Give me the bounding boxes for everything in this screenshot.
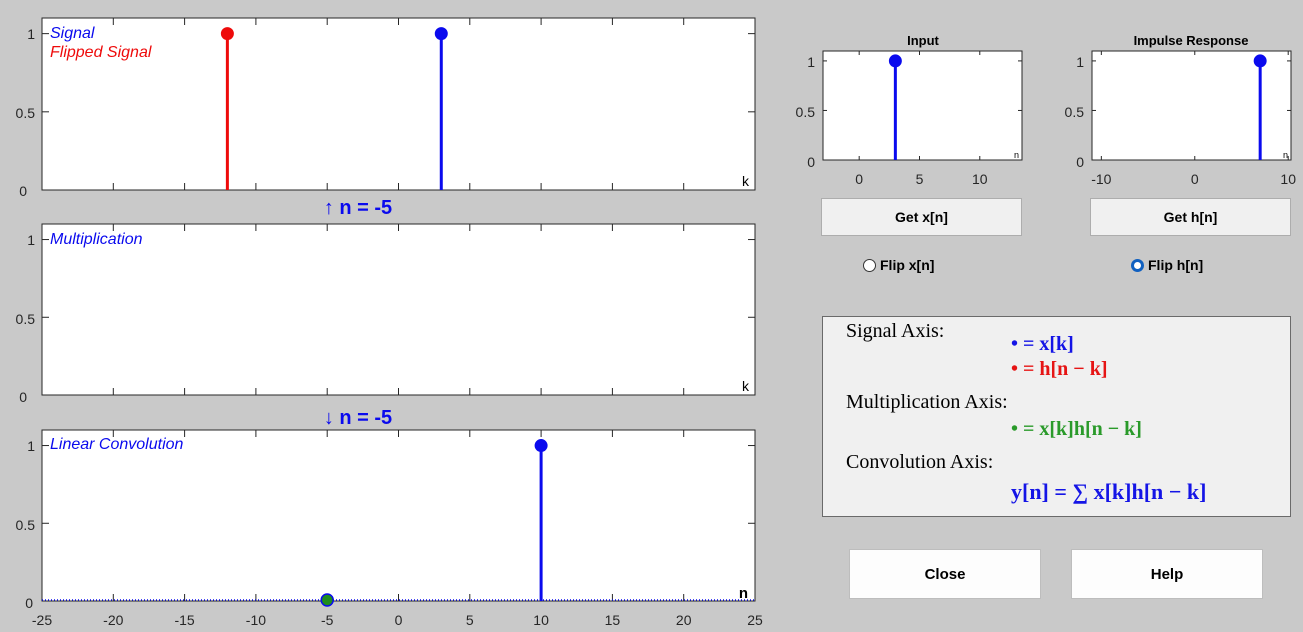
help-button[interactable]: Help: [1071, 549, 1263, 599]
radio-checked-icon[interactable]: [1131, 258, 1144, 272]
radio-unchecked-icon[interactable]: [863, 258, 876, 272]
legend-multiplication: Multiplication: [50, 231, 143, 248]
get-h-button[interactable]: Get h[n]: [1090, 198, 1291, 236]
xtick-label: 15: [605, 612, 621, 628]
xtick-label: 25: [747, 612, 763, 628]
ytick-label: 0.5: [1065, 104, 1085, 120]
ytick-label: 0: [25, 595, 33, 611]
impulse-response-title: Impulse Response: [1134, 33, 1249, 48]
axis-letter: n: [1283, 150, 1288, 160]
ytick-label: 0: [19, 389, 27, 405]
close-button[interactable]: Close: [849, 549, 1041, 599]
axis-letter: k: [742, 378, 750, 394]
xtick-label: 10: [1280, 171, 1296, 187]
input-title: Input: [907, 33, 939, 48]
signal-axis-heading: Signal Axis:: [846, 320, 945, 342]
xtick-label: -15: [174, 612, 194, 628]
legend-linear-convolution: Linear Convolution: [50, 436, 184, 453]
ytick-label: 0: [807, 154, 815, 170]
xtick-label: -25: [32, 612, 52, 628]
legend-panel: Signal Axis: • = x[k] • = h[n − k] Multi…: [822, 316, 1291, 517]
xtick-label: 10: [972, 171, 988, 187]
ytick-label: 0.5: [16, 311, 36, 327]
impulse-response-axes: Impulse Response 0 0.5 1 n -10 0 10: [1065, 33, 1297, 187]
flip-h-radio[interactable]: Flip h[n]: [1131, 257, 1203, 273]
signal-eq-x: • = x[k]: [1011, 333, 1074, 355]
convolution-axis-heading: Convolution Axis:: [846, 451, 994, 473]
axis-letter: k: [742, 173, 750, 189]
xtick-label: 5: [466, 612, 474, 628]
signal-eq-h: • = h[n − k]: [1011, 358, 1108, 380]
ytick-label: 0.5: [16, 517, 36, 533]
axis-letter: n: [1014, 150, 1019, 160]
xtick-label: 0: [855, 171, 863, 187]
current-n-marker: [320, 593, 334, 607]
impulse-marker: [1253, 54, 1267, 68]
xtick-label: -10: [1091, 171, 1111, 187]
convolution-marker: [534, 439, 548, 453]
flip-x-radio[interactable]: Flip x[n]: [863, 257, 934, 273]
signal-axes: 0 0.5 1 k Signal Flipped Signal: [16, 17, 756, 199]
xtick-label: -5: [321, 612, 334, 628]
multiplication-axes: 0 0.5 1 k Multiplication: [16, 223, 756, 405]
xtick-label: 5: [916, 171, 924, 187]
multiplication-axis-heading: Multiplication Axis:: [846, 391, 1008, 413]
get-x-button[interactable]: Get x[n]: [821, 198, 1022, 236]
xtick-label: 0: [395, 612, 403, 628]
signal-marker: [434, 27, 448, 41]
ytick-label: 1: [27, 26, 35, 42]
mult-eq: • = x[k]h[n − k]: [1011, 418, 1142, 440]
flipped-signal-marker: [220, 27, 234, 41]
convolution-axes: 0 0.5 1 n Linear Convolution -25 -20 -15 -1…: [16, 429, 763, 628]
ytick-label: 1: [1076, 54, 1084, 70]
ytick-label: 0: [1076, 154, 1084, 170]
xtick-label: -20: [103, 612, 123, 628]
down-arrow-n-label: ↓ n = -5: [324, 407, 392, 429]
flip-x-label: Flip x[n]: [880, 257, 935, 273]
xtick-label: 0: [1191, 171, 1199, 187]
xtick-label: 10: [533, 612, 549, 628]
ytick-label: 0: [19, 183, 27, 199]
ytick-label: 1: [807, 54, 815, 70]
flip-h-label: Flip h[n]: [1148, 257, 1204, 273]
legend-flipped-signal: Flipped Signal: [50, 44, 152, 61]
legend-signal: Signal: [50, 25, 95, 42]
ytick-label: 1: [27, 232, 35, 248]
ytick-label: 0.5: [16, 105, 36, 121]
axis-letter: n: [739, 585, 748, 602]
xtick-label: 20: [676, 612, 692, 628]
conv-eq: y[n] = ∑ x[k]h[n − k]: [1011, 479, 1207, 504]
xtick-label: -10: [246, 612, 266, 628]
input-axes: Input 0 0.5 1 n 0 5 10: [796, 33, 1023, 187]
ytick-label: 0.5: [796, 104, 816, 120]
input-marker: [888, 54, 902, 68]
up-arrow-n-label: ↑ n = -5: [324, 197, 392, 219]
ytick-label: 1: [27, 438, 35, 454]
